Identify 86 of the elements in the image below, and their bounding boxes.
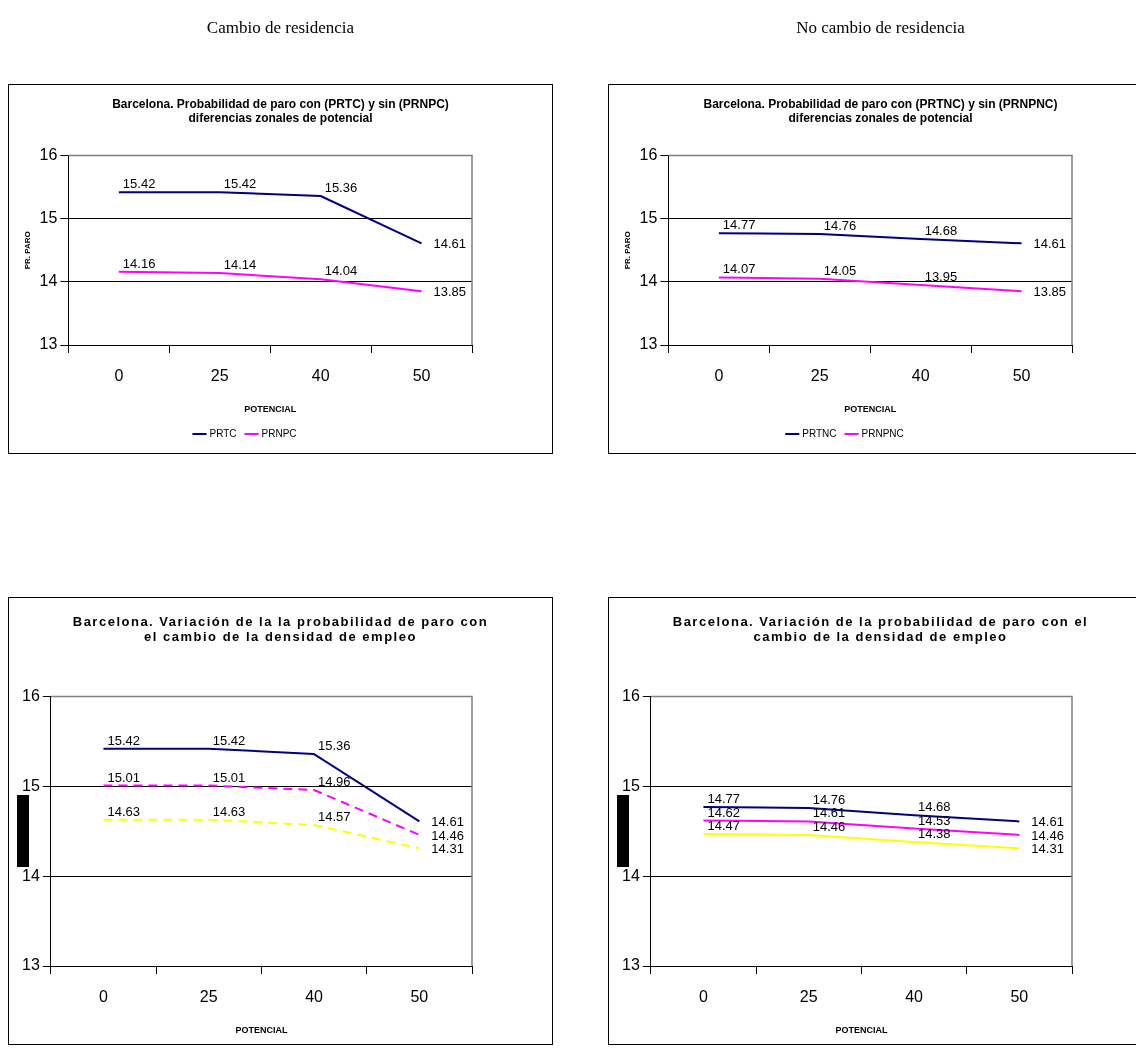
data-label: 15.36 [324,180,358,196]
data-label: 14.07 [722,261,756,277]
data-label: 15.42 [122,176,156,192]
data-label: 13.95 [924,269,958,285]
data-label: 14.47 [707,817,740,833]
y-tick-label: 14 [622,866,640,884]
x-tick-label: 25 [810,367,829,385]
legend-label: PRTNC [802,427,837,439]
data-label: 14.05 [823,262,857,278]
x-axis-title: POTENCIAL [835,1025,888,1036]
x-tick-label: 40 [905,988,924,1006]
y-tick-label: 16 [22,687,40,705]
x-tick-label: 0 [114,367,124,385]
data-label: 14.62 [707,804,740,820]
data-label: 14.14 [223,257,257,273]
data-label: 14.77 [722,217,756,233]
data-label: 14.46 [1031,827,1064,843]
x-axis-title: POTENCIAL [244,404,297,415]
chart-subtitle: Cambio de residencia [205,17,356,39]
data-label: 14.57 [318,809,351,825]
y-tick-label: 13 [39,335,58,353]
y-tick-label: 16 [39,146,58,164]
x-tick-label: 40 [911,367,930,385]
data-label: 14.61 [1033,236,1067,252]
data-label: 15.01 [107,769,140,785]
x-axis-title: POTENCIAL [235,1025,288,1036]
data-label: 14.68 [924,222,958,238]
y-tick-label: 13 [622,956,640,974]
x-tick-label: 40 [311,367,330,385]
data-label: 14.61 [433,236,467,252]
data-label: 15.36 [318,738,351,754]
x-tick-label: 50 [1012,367,1031,385]
y-tick-label: 15 [622,776,640,794]
data-label: 15.42 [223,176,257,192]
data-label: 14.68 [918,799,951,815]
data-label: 14.61 [812,805,846,821]
y-tick-label: 15 [639,209,658,227]
data-label: 14.77 [707,791,740,807]
data-label: 14.96 [318,773,351,789]
x-axis-title: POTENCIAL [844,404,897,415]
y-tick-label: 15 [39,209,58,227]
data-label: 15.42 [107,732,140,748]
y-tick-label: 16 [622,687,640,705]
legend-label: PRNPNC [861,427,904,439]
y-axis-title: PR. PARO [23,231,32,270]
x-tick-label: 50 [412,367,431,385]
chart-title: Barcelona. Probabilidad de paro con (PRTC) y sin (PRNPC) diferencias zonales de potencial [111,96,450,127]
data-label: 14.04 [324,263,358,279]
x-tick-label: 25 [210,367,229,385]
data-label: 15.01 [212,769,246,785]
legend-label: PRTC [209,427,237,439]
data-label: 14.63 [107,803,140,819]
data-label: 14.76 [823,217,857,233]
data-label: 14.63 [212,803,246,819]
chart-subtitle: No cambio de residencia [795,17,966,39]
data-label: 14.61 [431,814,464,830]
data-label: 14.31 [1031,841,1064,857]
x-tick-label: 0 [698,988,708,1006]
chart-title: Barcelona. Variación de la la probabilidad de paro con el cambio de la densidad de empleo [71,613,490,646]
y-axis-title: PR. PARO [623,231,632,270]
x-tick-label: 40 [305,988,324,1006]
data-label: 14.16 [122,255,156,271]
y-tick-label: 14 [39,272,58,290]
x-tick-label: 25 [199,988,218,1006]
y-tick-label: 13 [639,335,658,353]
y-tick-label: 14 [22,866,40,884]
data-label: 14.76 [812,791,846,807]
x-tick-label: 50 [410,988,429,1006]
chart-title: Barcelona. Variación de la probabilidad de paro con el cambio de la densidad de empleo [671,613,1090,646]
y-tick-label: 14 [639,272,658,290]
data-label: 13.85 [1033,284,1067,300]
y-tick-label: 13 [22,956,40,974]
data-label: 15.42 [212,732,246,748]
data-label: 13.85 [433,284,467,300]
x-tick-label: 25 [799,988,818,1006]
x-tick-label: 0 [98,988,108,1006]
data-label: 14.31 [431,841,464,857]
y-tick-label: 15 [22,776,40,794]
data-label: 14.61 [1031,814,1064,830]
y-tick-label: 16 [639,146,658,164]
data-label: 14.46 [431,827,464,843]
x-tick-label: 0 [714,367,724,385]
legend-label: PRNPC [261,427,297,439]
data-label: 14.53 [918,812,951,828]
x-tick-label: 50 [1010,988,1029,1006]
chart-title: Barcelona. Probabilidad de paro con (PRTNC) y sin (PRNPNC) diferencias zonales de potencial [702,96,1059,127]
